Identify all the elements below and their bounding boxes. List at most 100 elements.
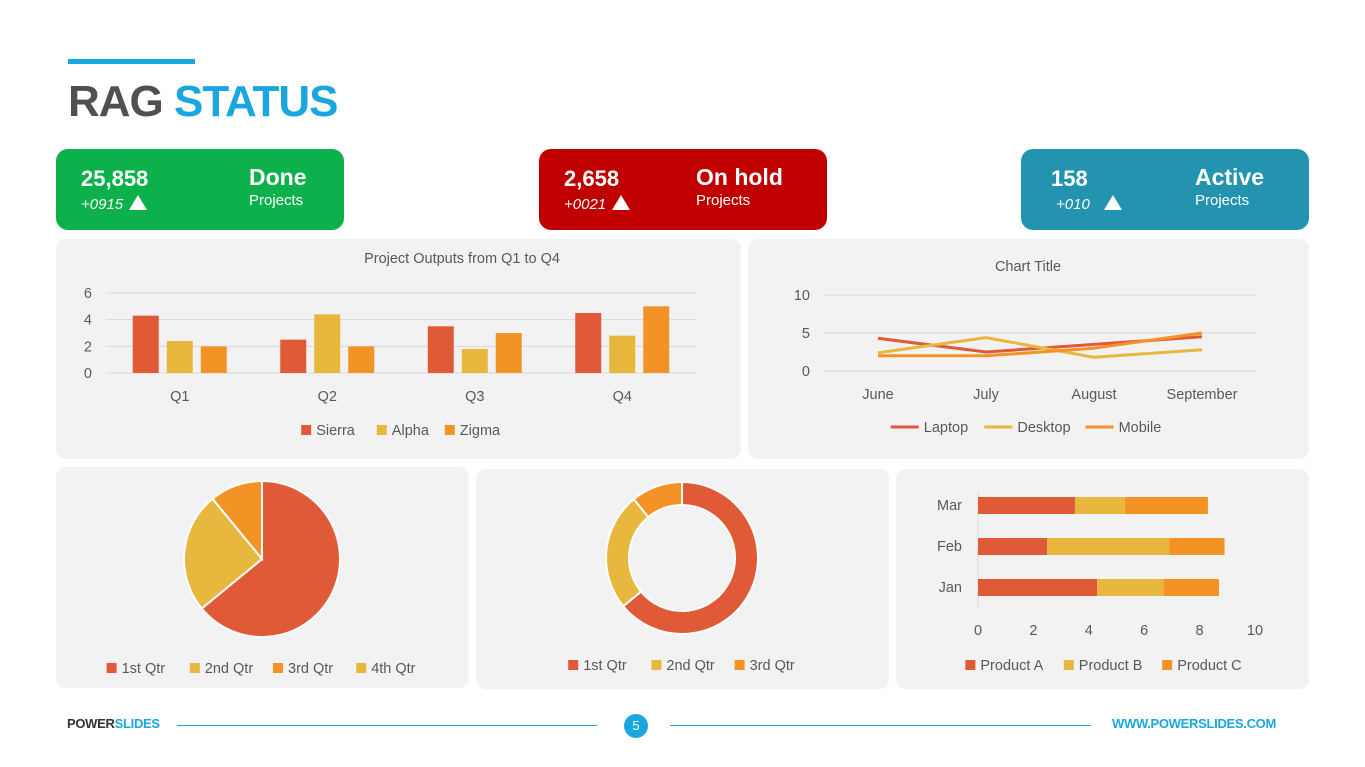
bar bbox=[609, 335, 636, 373]
stacked-bar-chart: Jan Feb Mar 0 2 4 6 8 10 Product A Product B Produc… bbox=[937, 491, 1263, 674]
legend-label: 3rd Qtr bbox=[288, 661, 333, 677]
bar bbox=[280, 339, 307, 373]
footer-url: WWW.POWERSLIDES.COM bbox=[1112, 716, 1277, 731]
bar bbox=[166, 341, 193, 373]
kpi-card-active: 158 +010 Active Projects bbox=[1021, 149, 1309, 230]
x-tick-label: 4 bbox=[1085, 623, 1093, 639]
footer-brand-part1: POWER bbox=[67, 716, 115, 731]
y-tick-label: Jan bbox=[939, 580, 962, 596]
footer-divider-right bbox=[670, 725, 1091, 726]
kpi-label: Active bbox=[1195, 164, 1265, 190]
chart-title: Project Outputs from Q1 to Q4 bbox=[364, 251, 560, 267]
legend-swatch bbox=[734, 660, 745, 670]
bar bbox=[314, 314, 341, 373]
y-tick-label: Feb bbox=[937, 539, 962, 555]
chart-panel-project-outputs: Project Outputs from Q1 to Q4 0 2 4 6 Q1 Q2 Q3 Q… bbox=[56, 239, 741, 459]
x-tick-label: September bbox=[1167, 387, 1238, 403]
kpi-value: 25,858 bbox=[81, 166, 149, 191]
kpi-delta: +010 bbox=[1056, 195, 1122, 213]
kpi-value: 158 bbox=[1051, 166, 1088, 191]
x-tick-label: June bbox=[862, 387, 893, 403]
bar-segment bbox=[978, 497, 1075, 514]
legend-label: 2nd Qtr bbox=[666, 658, 715, 674]
bar-segment bbox=[1169, 538, 1225, 555]
chart-panel-line: Chart Title 0 5 10 June July August September La… bbox=[748, 239, 1309, 459]
legend-swatch bbox=[356, 663, 367, 673]
legend-label: Mobile bbox=[1119, 420, 1162, 436]
bar-segment bbox=[1097, 579, 1164, 596]
series-line bbox=[877, 336, 1203, 359]
legend-label: Alpha bbox=[392, 423, 430, 439]
page-number: 5 bbox=[624, 714, 648, 738]
kpi-delta-text: +0915 bbox=[81, 196, 124, 213]
bar bbox=[132, 315, 159, 373]
legend-label: 1st Qtr bbox=[122, 661, 166, 677]
legend-label: 1st Qtr bbox=[583, 658, 627, 674]
legend-swatch bbox=[651, 660, 662, 670]
legend-swatch bbox=[301, 425, 312, 435]
x-tick-label: 2 bbox=[1029, 623, 1037, 639]
bar bbox=[427, 326, 454, 373]
bar bbox=[643, 306, 670, 373]
legend-label: Desktop bbox=[1017, 420, 1070, 436]
line-chart: Chart Title 0 5 10 June July August September La… bbox=[794, 259, 1256, 436]
pie-chart: 1st Qtr 2nd Qtr 3rd Qtr 4th Qtr bbox=[106, 479, 416, 677]
bar bbox=[461, 349, 488, 373]
bar bbox=[495, 333, 522, 373]
y-tick-label: 2 bbox=[84, 339, 92, 355]
x-tick-label: Q2 bbox=[318, 389, 337, 405]
pie-slice bbox=[200, 479, 341, 638]
kpi-delta: +0021 bbox=[564, 195, 631, 213]
title-accent-bar bbox=[68, 59, 195, 64]
kpi-sublabel: Projects bbox=[696, 192, 751, 209]
kpi-label: On hold bbox=[696, 164, 783, 190]
x-tick-label: Q1 bbox=[170, 389, 189, 405]
y-tick-label: 0 bbox=[84, 366, 92, 382]
legend-swatch bbox=[189, 663, 200, 673]
kpi-card-on-hold: 2,658 +0021 On hold Projects bbox=[539, 149, 827, 230]
legend-swatch bbox=[965, 660, 976, 670]
donut-chart: 1st Qtr 2nd Qtr 3rd Qtr bbox=[568, 480, 795, 674]
up-triangle-icon bbox=[612, 195, 631, 210]
kpi-value: 2,658 bbox=[564, 166, 620, 191]
x-tick-label: 10 bbox=[1247, 623, 1263, 639]
legend-swatch bbox=[106, 663, 117, 673]
bar bbox=[348, 346, 375, 373]
legend-swatch bbox=[1162, 660, 1173, 670]
chart-title: Chart Title bbox=[995, 259, 1061, 275]
legend-label: Product C bbox=[1177, 658, 1241, 674]
up-triangle-icon bbox=[1103, 195, 1122, 210]
bar-segment bbox=[978, 538, 1048, 555]
bar-segment bbox=[1047, 538, 1170, 555]
x-tick-label: August bbox=[1071, 387, 1116, 403]
series-line bbox=[878, 331, 1203, 358]
x-tick-label: 6 bbox=[1140, 623, 1148, 639]
y-tick-label: 0 bbox=[802, 364, 810, 380]
legend-label: Product B bbox=[1079, 658, 1143, 674]
footer-divider-left bbox=[177, 725, 597, 726]
pie-slice bbox=[605, 497, 650, 608]
bar-segment bbox=[1124, 497, 1208, 514]
legend-swatch bbox=[1063, 660, 1074, 670]
legend-label: Sierra bbox=[316, 423, 356, 439]
pie-slice bbox=[183, 497, 264, 610]
x-tick-label: Q3 bbox=[465, 389, 484, 405]
pie-slice bbox=[632, 480, 683, 519]
kpi-delta-text: +0021 bbox=[564, 196, 607, 213]
y-tick-label: 10 bbox=[794, 288, 810, 304]
bar-segment bbox=[1074, 497, 1125, 514]
legend-swatch bbox=[568, 660, 579, 670]
kpi-delta: +0915 bbox=[81, 195, 148, 213]
kpi-card-done: 25,858 +0915 Done Projects bbox=[56, 149, 344, 230]
pie-slice bbox=[211, 479, 263, 562]
legend-label: Product A bbox=[980, 658, 1043, 674]
chart-panel-donut: 1st Qtr 2nd Qtr 3rd Qtr bbox=[476, 469, 889, 689]
x-tick-label: 8 bbox=[1196, 623, 1204, 639]
bar-segment bbox=[978, 579, 1098, 596]
legend-label: Laptop bbox=[924, 420, 968, 436]
kpi-delta-text: +010 bbox=[1056, 196, 1090, 213]
bar bbox=[575, 313, 602, 373]
y-tick-label: 6 bbox=[84, 286, 92, 302]
up-triangle-icon bbox=[129, 195, 148, 210]
legend-swatch bbox=[273, 663, 283, 673]
